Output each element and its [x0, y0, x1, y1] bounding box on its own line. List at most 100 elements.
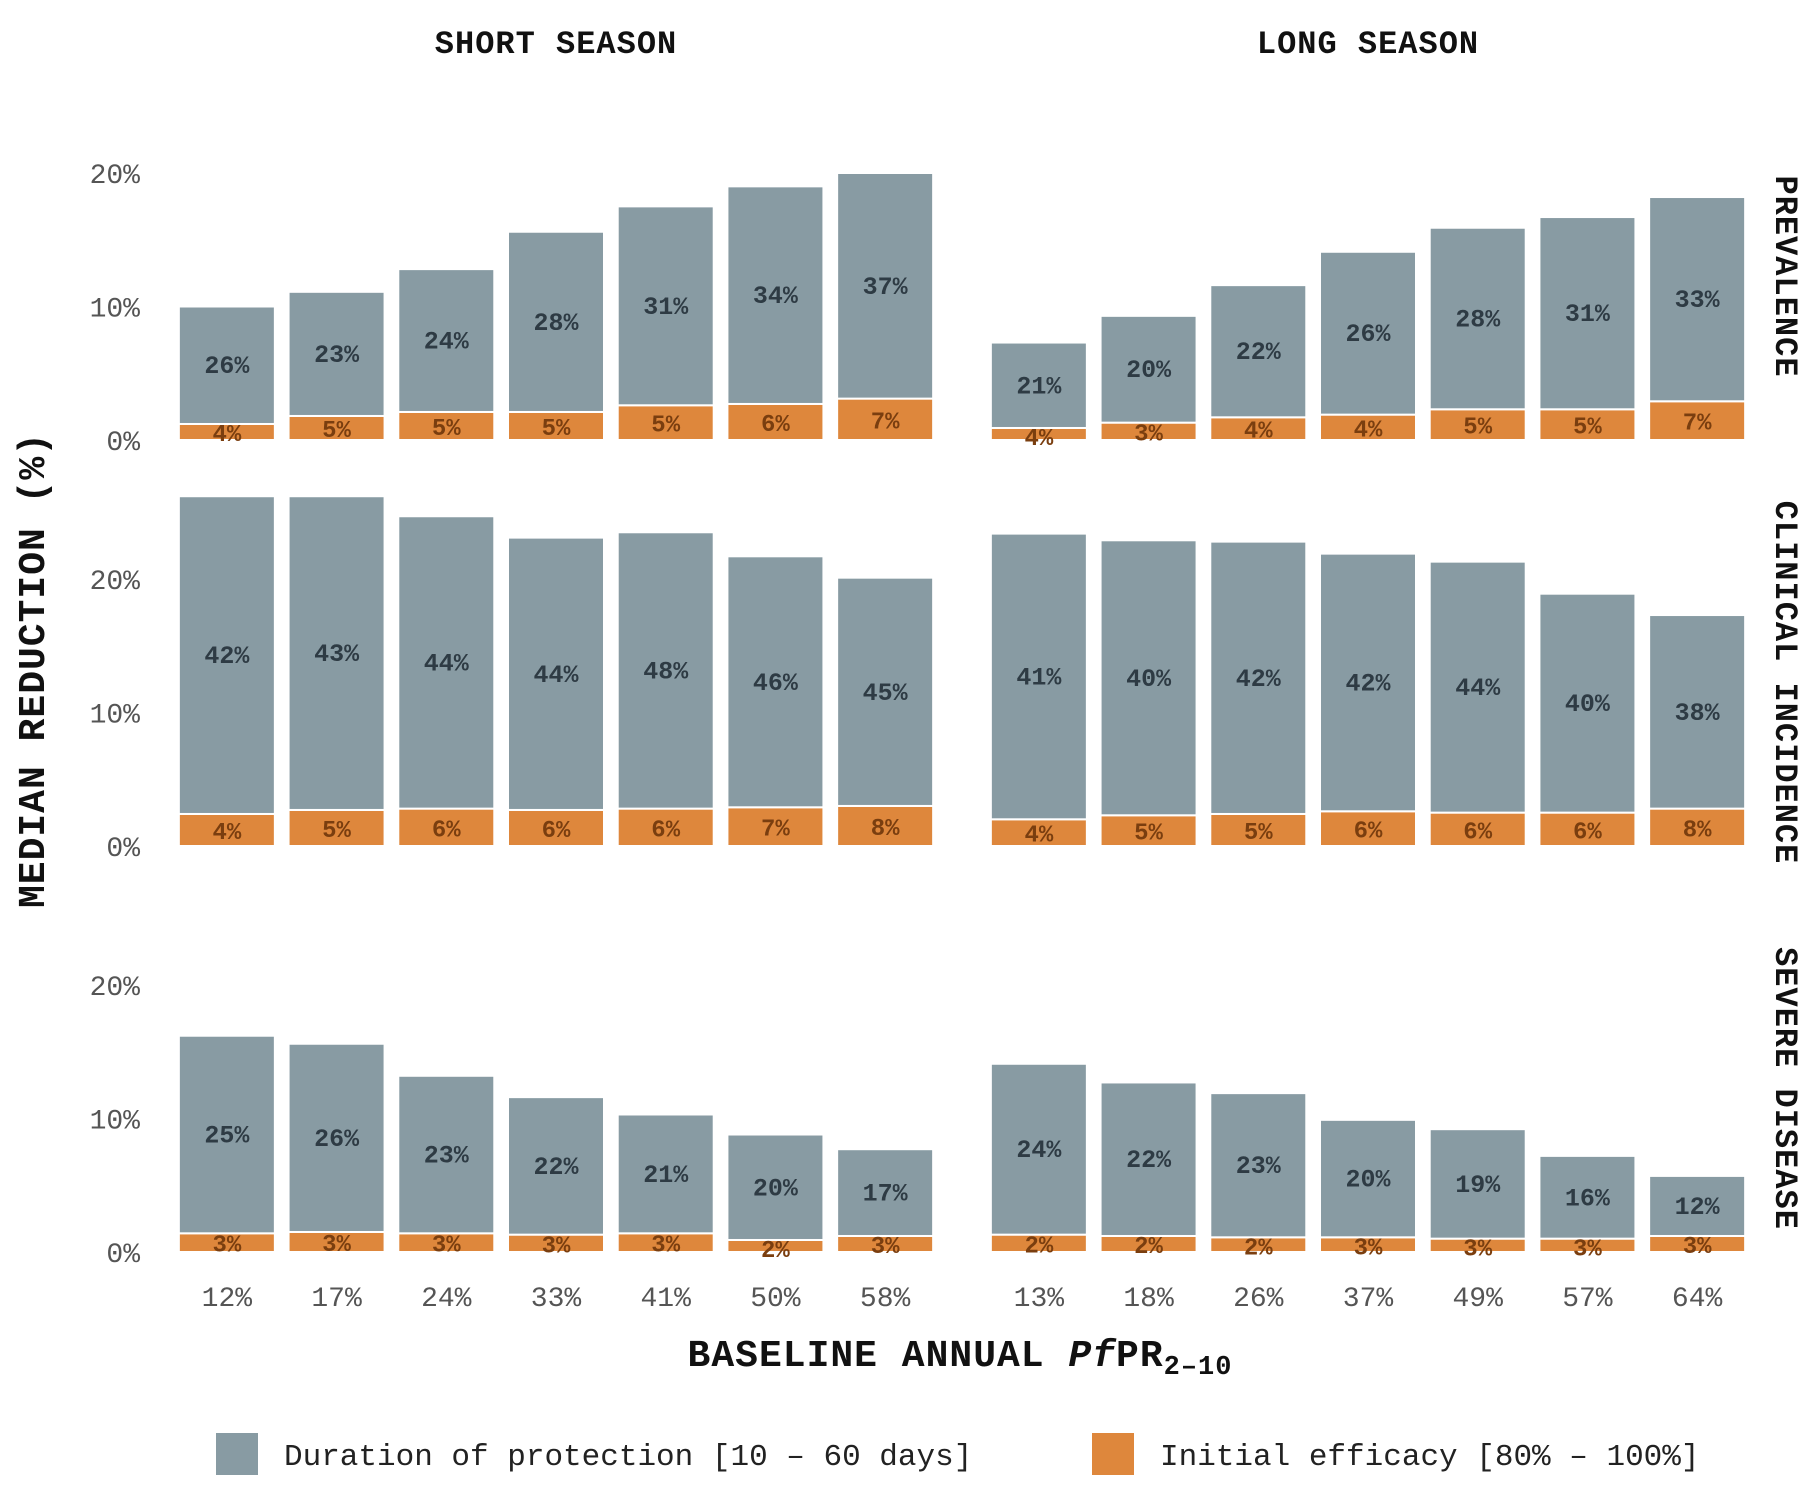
- bar-duration: [287, 290, 386, 417]
- legend-swatch: [1092, 1433, 1134, 1475]
- bar-duration: [989, 341, 1088, 429]
- y-tick-label: 20%: [90, 973, 141, 1004]
- y-axis-title: MEDIAN REDUCTION (%): [13, 432, 56, 908]
- bar-efficacy: [397, 410, 496, 441]
- duration-data-label: 20%: [1126, 356, 1172, 385]
- bar-efficacy: [1428, 408, 1527, 442]
- duration-data-label: 42%: [204, 642, 250, 671]
- efficacy-data-label: 3%: [1134, 421, 1163, 448]
- bar-efficacy: [1538, 811, 1637, 847]
- efficacy-data-label: 3%: [651, 1233, 680, 1260]
- bar-duration: [726, 1133, 825, 1241]
- bar-efficacy: [1428, 811, 1527, 847]
- x-axis-title-main: PR: [1116, 1335, 1164, 1378]
- bar-duration: [177, 1034, 276, 1235]
- duration-data-label: 24%: [424, 328, 470, 357]
- bar-efficacy: [1099, 814, 1198, 847]
- y-tick-label: 20%: [90, 567, 141, 598]
- x-tick-label: 33%: [531, 1284, 582, 1315]
- bar-duration: [287, 495, 386, 811]
- duration-data-label: 22%: [533, 1153, 579, 1182]
- duration-data-label: 23%: [424, 1142, 470, 1171]
- bar-efficacy: [507, 410, 605, 441]
- efficacy-data-label: 4%: [212, 820, 241, 847]
- bar-duration: [1648, 1174, 1747, 1237]
- duration-data-label: 23%: [1236, 1152, 1282, 1181]
- duration-data-label: 20%: [753, 1174, 799, 1203]
- duration-data-label: 41%: [1016, 663, 1062, 692]
- bar-duration: [177, 495, 276, 815]
- efficacy-data-label: 6%: [651, 817, 680, 844]
- bar-duration: [989, 532, 1088, 821]
- efficacy-data-label: 4%: [212, 422, 241, 449]
- duration-data-label: 26%: [314, 1125, 360, 1154]
- duration-data-label: 42%: [1345, 669, 1391, 698]
- panel: 26% 4% 23% 5% 24% 5% 28% 5% 31% 5% 34% 6% 37% 7%: [177, 172, 935, 449]
- y-tick-label: 0%: [106, 1240, 140, 1271]
- efficacy-data-label: 7%: [871, 409, 900, 436]
- duration-data-label: 46%: [753, 669, 799, 698]
- bar-duration: [1319, 552, 1417, 813]
- bar-efficacy: [507, 808, 605, 848]
- efficacy-data-label: 3%: [1683, 1234, 1712, 1261]
- x-tick-label: 50%: [750, 1284, 801, 1315]
- bar-duration: [1428, 560, 1527, 814]
- duration-data-label: 28%: [533, 309, 579, 338]
- efficacy-data-label: 7%: [761, 817, 790, 844]
- efficacy-data-label: 7%: [1683, 411, 1712, 438]
- bar-duration: [1319, 250, 1417, 416]
- bar-duration: [177, 305, 276, 425]
- x-tick-label: 12%: [202, 1284, 253, 1315]
- x-tick-label: 26%: [1233, 1284, 1284, 1315]
- efficacy-data-label: 5%: [432, 416, 461, 443]
- duration-data-label: 40%: [1565, 690, 1611, 719]
- panel: 41% 4% 40% 5% 42% 5% 42% 6% 44% 6% 40% 6% 38% 8%: [989, 532, 1747, 850]
- efficacy-data-label: 5%: [1463, 415, 1492, 442]
- bar-duration: [1648, 614, 1747, 810]
- efficacy-data-label: 2%: [761, 1238, 790, 1265]
- efficacy-data-label: 3%: [542, 1233, 571, 1260]
- panel: 21% 4% 20% 3% 22% 4% 26% 4% 28% 5% 31% 5% 33% 7%: [989, 196, 1747, 453]
- bar-efficacy: [836, 804, 935, 848]
- bar-duration: [616, 531, 715, 810]
- row-strip-title: PREVALENCE: [1766, 175, 1803, 377]
- duration-data-label: 38%: [1675, 699, 1721, 728]
- duration-data-label: 12%: [1675, 1193, 1721, 1222]
- bar-efficacy: [1538, 408, 1637, 442]
- duration-data-label: 21%: [1016, 372, 1062, 401]
- duration-data-label: 21%: [643, 1161, 689, 1190]
- efficacy-data-label: 5%: [1244, 820, 1273, 847]
- bar-duration: [287, 1042, 386, 1233]
- duration-data-label: 37%: [863, 273, 909, 302]
- column-strip-title: LONG SEASON: [1257, 26, 1479, 63]
- efficacy-data-label: 6%: [1573, 819, 1602, 846]
- efficacy-data-label: 3%: [1463, 1237, 1492, 1264]
- duration-data-label: 48%: [643, 657, 689, 686]
- bar-duration: [1538, 216, 1637, 411]
- x-axis-title-prefix: BASELINE ANNUAL: [688, 1335, 1069, 1378]
- bar-duration: [836, 576, 935, 807]
- efficacy-data-label: 2%: [1134, 1234, 1163, 1261]
- efficacy-data-label: 6%: [761, 412, 790, 439]
- bar-duration: [1099, 1081, 1198, 1237]
- bar-duration: [616, 1113, 715, 1235]
- duration-data-label: 26%: [1345, 320, 1391, 349]
- bar-duration: [507, 536, 605, 811]
- efficacy-data-label: 5%: [542, 416, 571, 443]
- x-tick-label: 13%: [1014, 1284, 1065, 1315]
- bar-duration: [1209, 540, 1308, 815]
- row-strip-title: CLINICAL INCIDENCE: [1766, 501, 1803, 865]
- bar-duration: [397, 268, 496, 413]
- x-tick-label: 17%: [311, 1284, 362, 1315]
- bar-duration: [989, 1062, 1088, 1236]
- efficacy-data-label: 8%: [871, 816, 900, 843]
- bar-duration: [616, 205, 715, 407]
- bar-duration: [726, 185, 825, 405]
- x-tick-label: 18%: [1123, 1284, 1174, 1315]
- duration-data-label: 40%: [1126, 665, 1172, 694]
- column-strip-title: SHORT SEASON: [435, 26, 677, 63]
- bar-duration: [836, 172, 935, 400]
- efficacy-data-label: 5%: [1573, 415, 1602, 442]
- efficacy-data-label: 5%: [1134, 821, 1163, 848]
